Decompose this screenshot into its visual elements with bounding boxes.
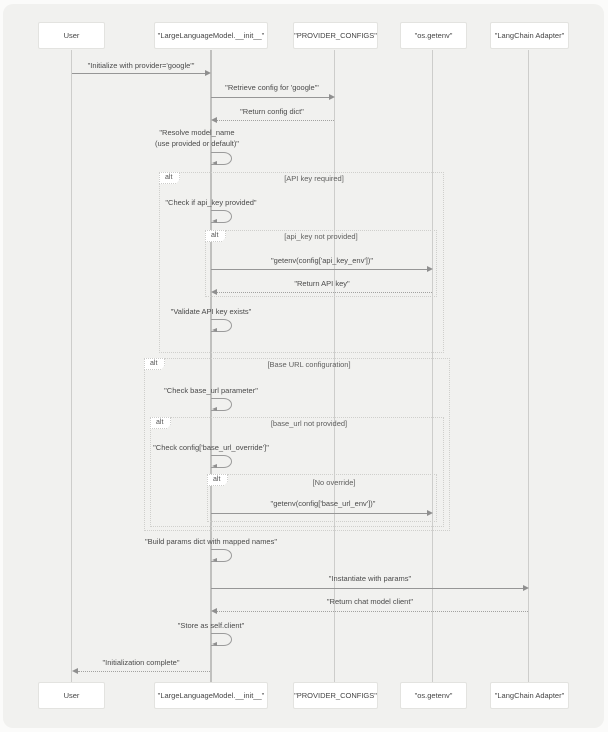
message-label: "Retrieve config for 'google'": [225, 83, 319, 92]
message-label: "Return API key": [294, 279, 350, 288]
message-arrow: [217, 611, 528, 612]
self-loop-arrowhead: [212, 328, 217, 332]
message-arrow: [217, 120, 334, 121]
participant-label: "PROVIDER_CONFIGS": [294, 691, 377, 700]
self-loop-arrowhead: [212, 464, 217, 468]
alt-operator-label: alt: [205, 230, 227, 242]
message-label: "Check config['base_url_override']": [153, 443, 269, 452]
message-arrow: [217, 292, 432, 293]
self-loop: [211, 319, 232, 332]
alt-operator-label: alt: [150, 417, 172, 429]
message-label: "Initialize with provider='google'": [87, 61, 195, 70]
lifeline-langchain-adapter: [528, 50, 529, 682]
self-loop-arrowhead: [212, 642, 217, 646]
self-loop: [211, 549, 232, 562]
message-line2: (use provided or default)": [155, 139, 239, 148]
message-arrow: [211, 97, 329, 98]
message-arrow: [78, 671, 210, 672]
participant-os-getenv-top: "os.getenv": [400, 22, 467, 49]
arrowhead-left: [72, 668, 78, 674]
alt-fragment-base-url-configuration: alt [Base URL configuration]: [144, 358, 450, 531]
message-label: "Validate API key exists": [170, 307, 252, 316]
alt-condition-label: [No override]: [312, 478, 356, 487]
message-arrow: [211, 588, 523, 589]
participant-label: "LargeLanguageModel.__init__": [157, 691, 265, 700]
arrowhead-right: [427, 266, 433, 272]
message-line1: "Resolve model_name: [159, 128, 235, 137]
alt-fragment-api-key-required: alt [API key required]: [159, 172, 444, 353]
arrowhead-right: [329, 94, 335, 100]
self-loop: [211, 398, 232, 411]
participant-user-bottom: User: [38, 682, 105, 709]
participant-label: "LargeLanguageModel.__init__": [157, 31, 265, 40]
lifeline-user: [71, 50, 72, 682]
alt-condition-label: [Base URL configuration]: [267, 360, 351, 369]
alt-condition-label: [api_key not provided]: [284, 232, 358, 241]
participant-label: "LangChain Adapter": [494, 31, 565, 40]
lifeline-provider-configs: [334, 50, 335, 682]
message-arrow: [211, 269, 427, 270]
alt-operator-label: alt: [159, 172, 181, 184]
message-arrow: [211, 513, 427, 514]
arrowhead-left: [211, 289, 217, 295]
arrowhead-left: [211, 608, 217, 614]
self-loop: [211, 455, 232, 468]
message-label: "Initialization complete": [102, 658, 180, 667]
participant-user-top: User: [38, 22, 105, 49]
message-label: "Return chat model client": [326, 597, 414, 606]
lifeline-os-getenv: [432, 50, 433, 682]
lifeline-largelanguagemodel-init: [210, 50, 212, 682]
participant-os-getenv-bottom: "os.getenv": [400, 682, 467, 709]
message-label: "Build params dict with mapped names": [144, 537, 278, 546]
participant-label: "os.getenv": [414, 31, 453, 40]
participant-provider-configs-top: "PROVIDER_CONFIGS": [293, 22, 378, 49]
self-loop: [211, 210, 232, 223]
alt-fragment-base-url-not-provided: alt [base_url not provided]: [150, 417, 444, 527]
self-loop-arrowhead: [212, 161, 217, 165]
alt-fragment-no-override: alt [No override]: [207, 474, 437, 522]
alt-operator-label: alt: [207, 474, 229, 486]
arrowhead-right: [205, 70, 211, 76]
participant-label: "LangChain Adapter": [494, 691, 565, 700]
message-label: "Store as self.client": [177, 621, 245, 630]
participant-provider-configs-bottom: "PROVIDER_CONFIGS": [293, 682, 378, 709]
arrowhead-left: [211, 117, 217, 123]
participant-langchain-adapter-bottom: "LangChain Adapter": [490, 682, 569, 709]
message-label: "getenv(config['base_url_env'])": [270, 499, 376, 508]
self-loop: [211, 633, 232, 646]
message-label: "Check base_url parameter": [164, 386, 258, 395]
message-arrow: [72, 73, 205, 74]
alt-fragment-api-key-not-provided: alt [api_key not provided]: [205, 230, 437, 297]
self-loop-arrowhead: [212, 558, 217, 562]
message-label: "Check if api_key provided": [165, 198, 257, 207]
alt-condition-label: [base_url not provided]: [270, 419, 348, 428]
participant-largelanguagemodel-init-bottom: "LargeLanguageModel.__init__": [154, 682, 268, 709]
self-loop: [211, 152, 232, 165]
arrowhead-right: [523, 585, 529, 591]
alt-condition-label: [API key required]: [284, 174, 344, 183]
diagram-canvas: [3, 4, 604, 728]
message-label: "Return config dict": [240, 107, 304, 116]
alt-operator-label: alt: [144, 358, 166, 370]
message-label: "getenv(config['api_key_env'])": [271, 256, 373, 265]
participant-langchain-adapter-top: "LangChain Adapter": [490, 22, 569, 49]
participant-label: User: [63, 691, 80, 700]
participant-largelanguagemodel-init-top: "LargeLanguageModel.__init__": [154, 22, 268, 49]
participant-label: "PROVIDER_CONFIGS": [294, 31, 377, 40]
self-loop-arrowhead: [212, 219, 217, 223]
message-label: "Instantiate with params": [328, 574, 412, 583]
self-loop-arrowhead: [212, 407, 217, 411]
message-label: "Resolve model_name (use provided or defa…: [155, 127, 239, 149]
arrowhead-right: [427, 510, 433, 516]
participant-label: User: [63, 31, 80, 40]
participant-label: "os.getenv": [414, 691, 453, 700]
